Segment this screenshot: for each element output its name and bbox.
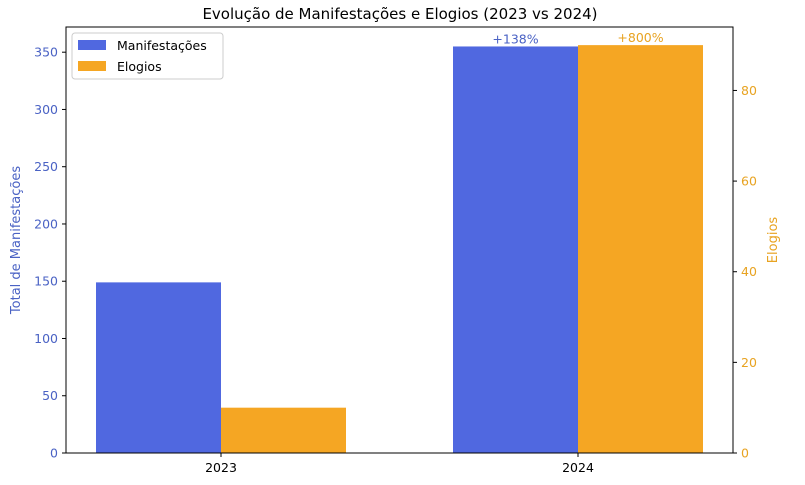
y2-tick-label: 40 xyxy=(741,264,757,279)
bar-label-elogios-2024: +800% xyxy=(617,30,663,45)
y2-tick-label: 80 xyxy=(741,83,757,98)
left-axis: 0 50 100 150 200 250 300 350 xyxy=(34,45,66,461)
y-axis-label: Total de Manifestações xyxy=(9,166,24,315)
right-axis: 0 20 40 60 80 xyxy=(733,83,757,461)
bar-manifestacoes-2023 xyxy=(96,282,221,453)
y-tick-label: 0 xyxy=(50,446,58,461)
bar-elogios-2023 xyxy=(221,407,346,453)
legend-box xyxy=(71,32,224,80)
bar-manifestacoes-2024 xyxy=(453,46,578,453)
y2-tick-label: 60 xyxy=(741,174,757,189)
y-tick-label: 50 xyxy=(42,388,58,403)
bar-labels-group: +138% +800% xyxy=(492,30,663,46)
legend: Manifestações Elogios xyxy=(71,32,224,80)
y2-tick-label: 0 xyxy=(741,446,749,461)
legend-swatch-manifestacoes xyxy=(78,40,106,50)
y-tick-label: 100 xyxy=(34,331,58,346)
y-tick-label: 200 xyxy=(34,216,58,231)
y-tick-label: 350 xyxy=(34,45,58,60)
x-tick-label: 2023 xyxy=(205,460,237,475)
x-axis: 2023 2024 xyxy=(205,453,594,475)
legend-label-manifestacoes: Manifestações xyxy=(117,38,207,53)
bar-elogios-2024 xyxy=(578,45,703,454)
y2-tick-label: 20 xyxy=(741,355,757,370)
x-tick-label: 2024 xyxy=(562,460,594,475)
legend-label-elogios: Elogios xyxy=(117,59,162,74)
chart-title: Evolução de Manifestações e Elogios (202… xyxy=(202,5,597,23)
bar-label-manifestacoes-2024: +138% xyxy=(492,31,538,46)
plot-frame xyxy=(65,26,734,454)
y-tick-label: 250 xyxy=(34,159,58,174)
y-tick-label: 300 xyxy=(34,102,58,117)
bars-group xyxy=(96,45,703,454)
y2-axis-label: Elogios xyxy=(766,217,781,264)
legend-swatch-elogios xyxy=(78,61,106,71)
y-tick-label: 150 xyxy=(34,274,58,289)
